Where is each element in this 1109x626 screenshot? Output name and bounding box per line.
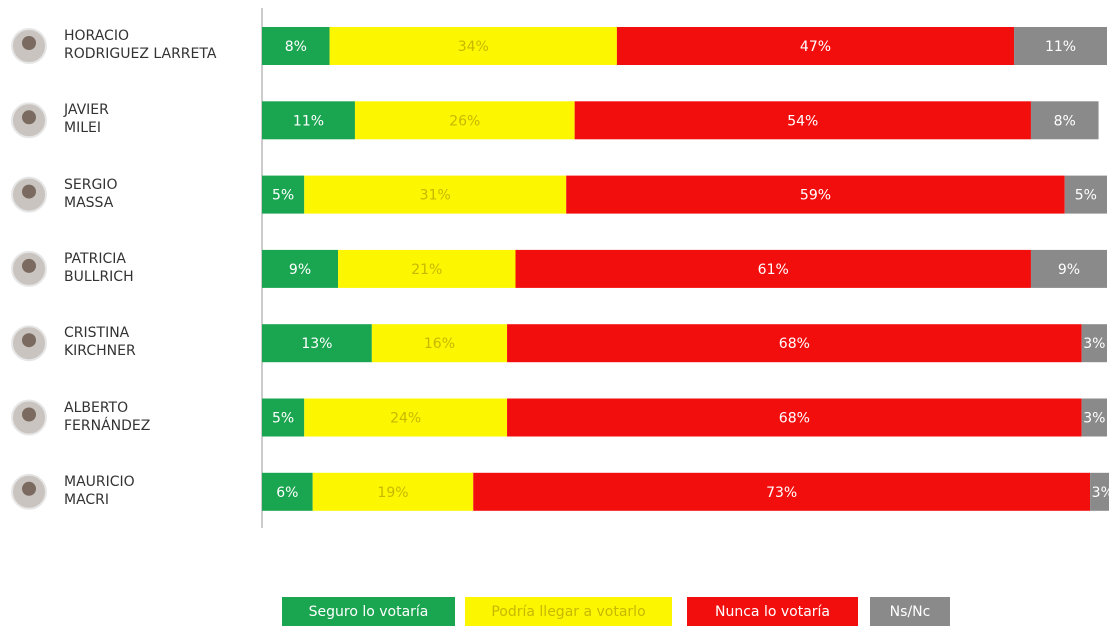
bar-segment — [507, 398, 1082, 437]
bar-segment — [371, 324, 508, 363]
bar-segment — [329, 27, 617, 65]
category-label: CRISTINA KIRCHNER — [64, 325, 136, 360]
avatar-face — [22, 258, 36, 273]
bar-segment — [262, 472, 313, 511]
value-label: 3% — [1083, 411, 1105, 427]
bar-segment — [262, 27, 330, 65]
bar-segment — [1030, 249, 1107, 288]
bar-segment — [515, 249, 1031, 288]
legend-swatch — [282, 597, 455, 626]
bar-segment — [262, 249, 339, 288]
category-label: ALBERTO FERNÁNDEZ — [64, 399, 151, 434]
bar-segment — [262, 101, 355, 140]
bar-segment — [1014, 27, 1107, 65]
legend-swatch — [870, 597, 950, 626]
legend-swatch — [465, 597, 672, 626]
value-label: 5% — [272, 411, 294, 427]
value-label: 3% — [1092, 485, 1109, 501]
category-label: JAVIER MILEI — [64, 102, 109, 137]
value-label: 11% — [293, 113, 324, 129]
category-label: MAURICIO MACRI — [64, 473, 135, 508]
avatar-face — [22, 36, 36, 50]
category-label: HORACIO RODRIGUEZ LARRETA — [64, 28, 217, 62]
bar-segment — [1081, 324, 1107, 363]
legend-swatch — [687, 597, 858, 626]
bar-segment — [262, 175, 305, 214]
legend-label: Podría llegar a votarlo — [491, 604, 645, 620]
value-label: 9% — [289, 262, 311, 278]
bar-segment — [304, 175, 567, 214]
bar-segment — [1030, 101, 1099, 140]
legend-label: Nunca lo votaría — [715, 604, 830, 620]
bar-segment — [1090, 472, 1109, 511]
bar-segment — [574, 101, 1031, 140]
bar-segment — [262, 398, 305, 437]
value-label: 13% — [301, 336, 332, 352]
bar-segment — [262, 324, 372, 363]
legend-label: Ns/Nc — [890, 604, 931, 620]
value-label: 47% — [800, 39, 831, 55]
avatar-face — [22, 333, 36, 348]
value-label: 3% — [1083, 336, 1105, 352]
value-label: 8% — [1054, 113, 1076, 129]
bar-segment — [338, 249, 516, 288]
legend-label: Seguro lo votaría — [309, 604, 429, 620]
value-label: 5% — [1075, 188, 1097, 204]
value-label: 31% — [420, 188, 451, 204]
avatar-face — [22, 184, 36, 199]
value-label: 73% — [766, 485, 797, 501]
value-label: 34% — [458, 39, 489, 55]
bar-segment — [507, 324, 1082, 363]
category-label: PATRICIA BULLRICH — [64, 250, 134, 285]
category-label: SERGIO MASSA — [64, 176, 118, 211]
value-label: 68% — [779, 411, 810, 427]
bar-segment — [312, 472, 474, 511]
value-label: 54% — [787, 113, 818, 129]
value-label: 61% — [758, 262, 789, 278]
value-label: 5% — [272, 188, 294, 204]
value-label: 9% — [1058, 262, 1080, 278]
avatar-face — [22, 481, 36, 496]
value-label: 16% — [424, 336, 455, 352]
avatar-face — [22, 407, 36, 422]
value-label: 11% — [1045, 39, 1076, 55]
value-label: 68% — [779, 336, 810, 352]
value-label: 21% — [411, 262, 442, 278]
value-label: 24% — [390, 411, 421, 427]
bar-segment — [354, 101, 575, 140]
value-label: 26% — [449, 113, 480, 129]
bar-segment — [473, 472, 1091, 511]
bar-segment — [304, 398, 508, 437]
avatar-face — [22, 110, 36, 125]
bar-segment — [1064, 175, 1107, 214]
value-label: 19% — [377, 485, 408, 501]
bar-segment — [566, 175, 1065, 214]
value-label: 8% — [285, 39, 307, 55]
value-label: 59% — [800, 188, 831, 204]
bar-segment — [1081, 398, 1107, 437]
value-label: 6% — [276, 485, 298, 501]
bar-segment — [616, 27, 1015, 65]
